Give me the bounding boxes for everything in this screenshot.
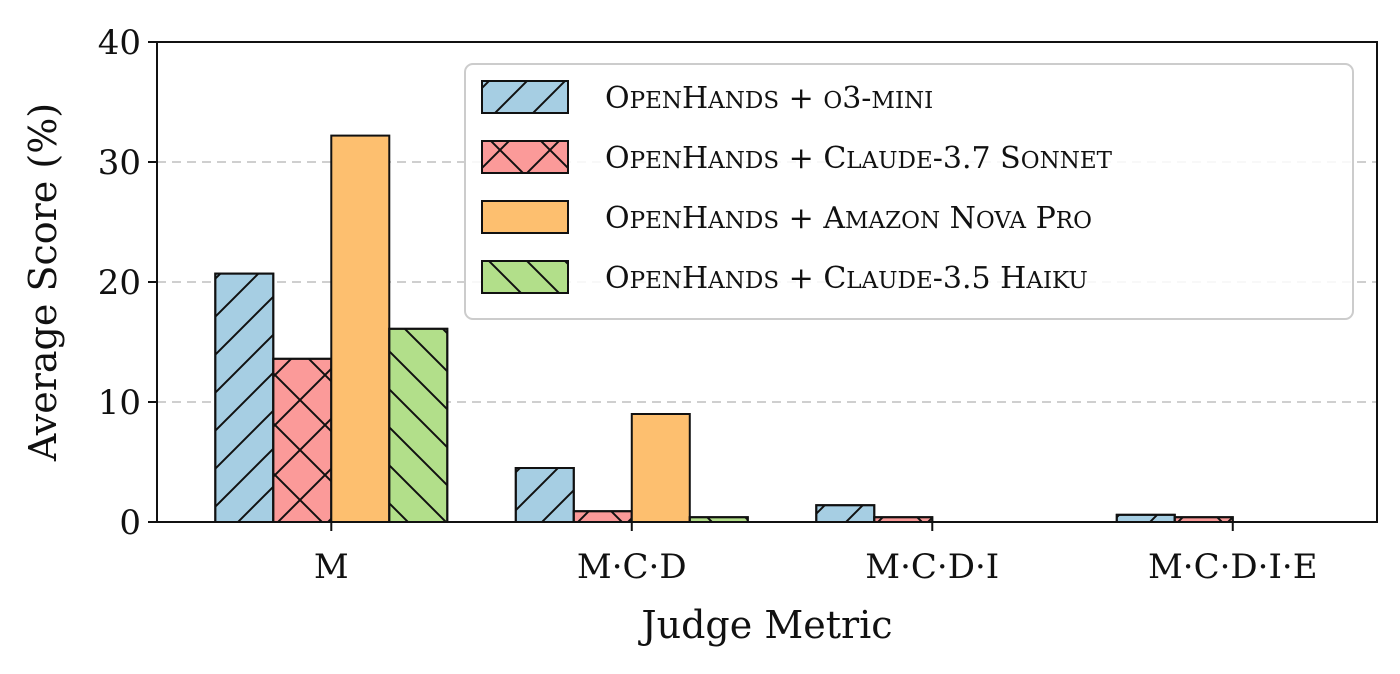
x-axis-title: Judge Metric: [637, 603, 892, 647]
legend-frame: [464, 63, 1354, 320]
legend-label: OPENHANDS + CLAUDE-3.7 SONNET: [605, 141, 1113, 176]
legend-label: OPENHANDS + AMAZON NOVA PRO: [605, 201, 1092, 236]
x-tick-label: M: [314, 547, 349, 587]
legend-swatch-hatch: [481, 140, 569, 174]
bar-hatch: [815, 504, 876, 524]
bar-hatch: [1115, 513, 1176, 523]
bars: [214, 134, 1234, 524]
legend-swatch-hatch: [481, 260, 569, 294]
y-tick-label: 10: [98, 383, 141, 423]
bar: [330, 134, 391, 523]
y-tick-label: 0: [119, 503, 141, 543]
legend-label: OPENHANDS + CLAUDE-3.5 HAIKU: [605, 261, 1088, 296]
bar-hatch: [514, 467, 575, 523]
legend: OPENHANDS + O3-MINI OPENHANDS + CLAUDE-3.…: [464, 63, 1354, 320]
bar: [630, 413, 691, 523]
y-tick-label: 30: [98, 143, 141, 183]
bar-hatch: [572, 510, 633, 524]
x-tick-label: M·C·D·I·E: [1148, 547, 1318, 587]
y-tick-label: 20: [98, 263, 141, 303]
legend-label: OPENHANDS + O3-MINI: [605, 81, 933, 116]
bar-hatch: [214, 272, 275, 523]
y-tick-label: 40: [98, 23, 141, 63]
x-tick-label: M·C·D·I: [865, 547, 999, 587]
axis-ticks: 0 10 20 30 40 M M·C·D M·C·D·I M·C·D·I·E: [98, 23, 1318, 587]
y-axis-title: Average Score (%): [21, 103, 65, 462]
legend-swatch-hatch: [481, 80, 569, 114]
bar-hatch: [272, 357, 333, 523]
x-tick-label: M·C·D: [577, 547, 687, 587]
bar-hatch: [388, 327, 449, 523]
legend-swatch: [481, 200, 569, 234]
